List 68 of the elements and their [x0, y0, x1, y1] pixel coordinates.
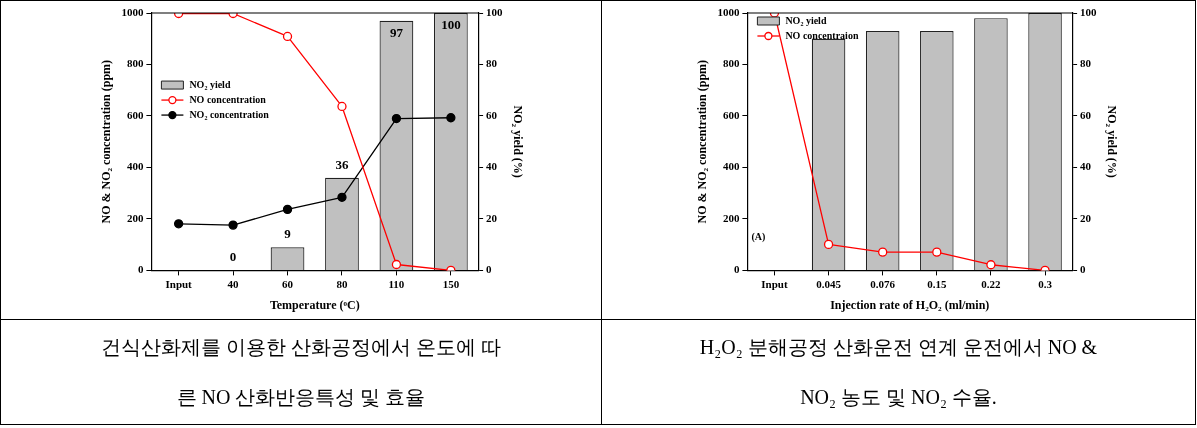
- legend-label: NO₂ yield: [189, 78, 231, 90]
- y2-tick-label: 100: [1080, 5, 1098, 18]
- chart-title: H₂O₂ 분해공정 산화운전 연계 운전에서 NO & NO₂ 농도 및 NO₂ 수율.: [699, 336, 1098, 408]
- legend-label: NO₂ yield: [785, 14, 827, 26]
- point: [337, 101, 347, 112]
- point: [173, 219, 184, 229]
- data-label: 97: [389, 24, 404, 40]
- y2-tick-label: 60: [1080, 108, 1092, 121]
- x-tick-label: 0.15: [927, 277, 947, 290]
- y2-tick-label: 20: [486, 211, 498, 224]
- y-tick-label: 0: [137, 263, 144, 276]
- y-tick-label: 600: [722, 108, 740, 121]
- y2-tick-label: 80: [486, 57, 498, 70]
- x-tick-label: 150: [442, 277, 460, 290]
- y-axis-title: NO & NO₂ concentration (ppm): [99, 59, 114, 224]
- x-tick-label: 0.076: [870, 277, 896, 290]
- y-tick-label: 600: [126, 108, 144, 121]
- point: [337, 192, 347, 202]
- y-tick-label: 800: [722, 57, 740, 70]
- x-tick-label: Input: [165, 277, 193, 290]
- y2-tick-label: 60: [486, 108, 498, 121]
- point: [932, 247, 942, 257]
- point: [282, 31, 293, 42]
- chart-title: 건식산화제를 이용한 산화공정에서 온도에 따른 NO 산화반응특성 및 효율: [101, 336, 501, 408]
- y-axis-title: NO & NO₂ concentration (ppm): [695, 59, 710, 224]
- legend-label: NO concentration: [189, 93, 267, 105]
- x-tick-label: 40: [227, 277, 240, 290]
- data-label: 36: [335, 156, 349, 172]
- y2-tick-label: 0: [1080, 263, 1087, 276]
- y2-tick-label: 20: [1080, 211, 1092, 224]
- x-tick-label: 60: [282, 277, 294, 290]
- y2-tick-label: 40: [486, 160, 498, 173]
- y-tick-label: 400: [722, 160, 740, 173]
- y2-axis-title: NO₂ yield (%): [510, 105, 525, 178]
- point: [986, 260, 996, 270]
- x-axis-title: Injection rate of H₂O₂ (ml/min): [830, 297, 990, 312]
- y2-axis-title: NO₂ yield (%): [1104, 105, 1119, 178]
- point: [878, 247, 888, 257]
- y-tick-label: 200: [126, 211, 144, 224]
- data-label: 9: [284, 226, 292, 242]
- y-tick-label: 0: [733, 263, 740, 276]
- x-tick-label: 110: [388, 277, 405, 290]
- point: [823, 239, 834, 250]
- point: [228, 220, 238, 230]
- x-tick-label: 0.045: [816, 277, 842, 290]
- y-tick-label: 1000: [717, 5, 740, 18]
- y2-tick-label: 0: [486, 263, 493, 276]
- y2-tick-label: 40: [1080, 160, 1092, 173]
- y2-tick-label: 100: [486, 5, 504, 18]
- data-label: 100: [441, 16, 461, 32]
- x-tick-label: 80: [336, 277, 348, 290]
- point: [391, 259, 402, 270]
- x-tick-label: 0.3: [1038, 277, 1053, 290]
- point: [391, 113, 402, 124]
- y2-tick-label: 80: [1080, 57, 1092, 70]
- x-tick-label: Input: [761, 277, 788, 290]
- x-axis-title: Temperature (ᵒC): [269, 297, 360, 312]
- legend-label: NO concentraion: [785, 29, 859, 41]
- data-label: 0: [229, 249, 237, 265]
- legend-label: NO₂ concentration: [189, 108, 270, 120]
- y-tick-label: 1000: [121, 5, 144, 18]
- y-tick-label: 800: [126, 57, 144, 70]
- point: [282, 204, 293, 215]
- y-tick-label: 400: [126, 160, 144, 173]
- point: [446, 113, 456, 123]
- x-tick-label: 0.22: [981, 277, 1002, 290]
- y-tick-label: 200: [722, 211, 740, 224]
- annotation: (A): [751, 230, 766, 243]
